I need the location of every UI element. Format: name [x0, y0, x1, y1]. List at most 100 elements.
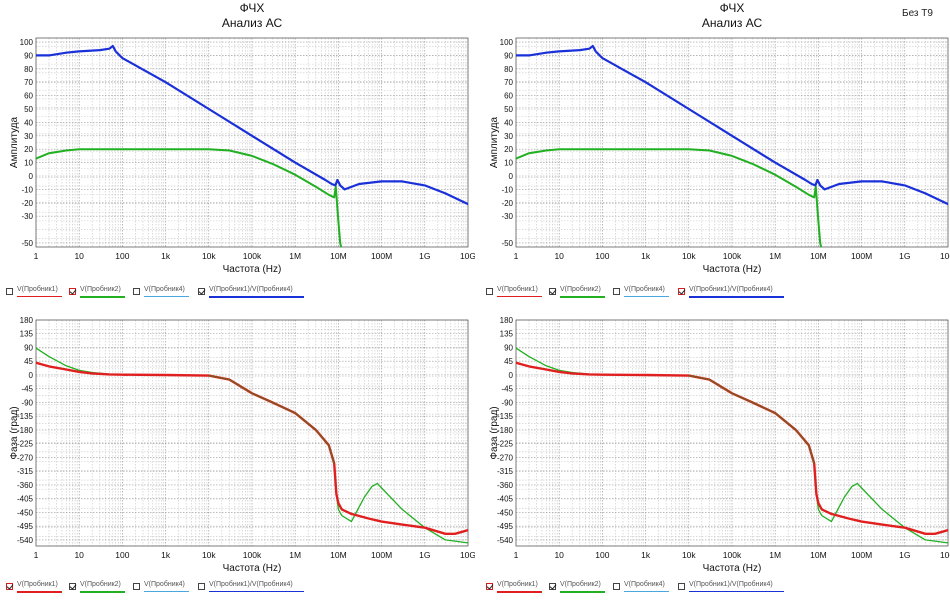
- x-tick-label: 10G: [940, 251, 950, 261]
- x-tick-label: 1G: [899, 251, 910, 261]
- legend-checkbox[interactable]: [198, 288, 205, 295]
- x-tick-label: 10M: [330, 550, 347, 560]
- series-layer: [36, 347, 468, 544]
- chart-subtitle: Анализ АС: [222, 16, 283, 30]
- x-tick-label: 100: [115, 550, 129, 560]
- legend-checkbox[interactable]: [613, 288, 620, 295]
- y-tick-label: -180: [497, 426, 514, 435]
- legend-checkbox[interactable]: [486, 288, 493, 295]
- y-tick-label: -20: [501, 199, 513, 208]
- y-tick-label: -225: [497, 440, 514, 449]
- legend-swatch: [209, 296, 304, 298]
- y-tick-label: 100: [20, 38, 34, 47]
- y-tick-label: 0: [509, 172, 514, 181]
- legend-checkbox[interactable]: [69, 288, 76, 295]
- x-tick-label: 100: [115, 251, 129, 261]
- legend-checkbox[interactable]: [198, 583, 205, 590]
- y-tick-label: 80: [504, 65, 513, 74]
- y-tick-label: -10: [21, 185, 33, 194]
- legend-swatch: [209, 591, 304, 592]
- y-tick-label: 90: [504, 51, 513, 60]
- x-tick-label: 10M: [330, 251, 347, 261]
- chart-title: ФЧХ: [720, 1, 745, 15]
- x-tick-label: 100k: [723, 251, 742, 261]
- legend-label: V(Пробник2): [80, 581, 121, 588]
- legend-label: V(Пробник4): [624, 581, 665, 588]
- legend-checkbox[interactable]: [549, 583, 556, 590]
- legend-label: V(Пробник1): [497, 286, 538, 293]
- legend-checkbox[interactable]: [133, 583, 140, 590]
- x-tick-label: 100M: [851, 550, 872, 560]
- y-tick-label: -405: [497, 495, 514, 504]
- series-line: [36, 44, 468, 206]
- phase-legend: V(Пробник1) V(Пробник2) V(Пробник4) V(Пробн…: [0, 581, 475, 595]
- legend-swatch: [144, 591, 189, 592]
- legend-swatch: [689, 296, 784, 298]
- legend-swatch: [624, 296, 669, 297]
- y-tick-label: 60: [504, 92, 513, 101]
- y-tick-label: 135: [500, 330, 514, 339]
- legend-checkbox[interactable]: [6, 288, 13, 295]
- legend-swatch: [17, 591, 62, 593]
- legend-checkbox[interactable]: [6, 583, 13, 590]
- x-tick-label: 10: [74, 251, 84, 261]
- y-tick-label: -405: [17, 495, 34, 504]
- legend-checkbox[interactable]: [678, 583, 685, 590]
- y-tick-label: 60: [24, 92, 33, 101]
- x-tick-label: 10M: [810, 550, 827, 560]
- y-tick-label: 180: [500, 316, 514, 325]
- legend-checkbox[interactable]: [549, 288, 556, 295]
- y-tick-label: 70: [504, 78, 513, 87]
- legend-swatch: [624, 591, 669, 592]
- x-tick-label: 1: [514, 251, 519, 261]
- x-tick-label: 10: [74, 550, 84, 560]
- grid: [515, 319, 949, 547]
- analysis-panel-1: ФЧХ Анализ АС 100 90 80 70 60 50 40 30 20 10 0 -10 -20…: [0, 0, 475, 600]
- legend-checkbox[interactable]: [486, 583, 493, 590]
- y-axis-label: Амплитуда: [9, 116, 20, 168]
- legend-checkbox[interactable]: [69, 583, 76, 590]
- phase-plot: 180 135 90 45 0 -45 -90 -135 -180 -225 -270 -315 -36…: [489, 316, 950, 574]
- y-tick-label: 20: [504, 145, 513, 154]
- y-tick-label: 20: [24, 145, 33, 154]
- y-tick-label: -450: [497, 508, 514, 517]
- amplitude-legend: V(Пробник1) V(Пробник2) V(Пробник4) V(Пробн…: [480, 286, 950, 300]
- legend-label: V(Пробник4): [144, 286, 185, 293]
- legend-checkbox[interactable]: [613, 583, 620, 590]
- y-tick-label: 30: [504, 132, 513, 141]
- y-tick-label: 0: [29, 371, 34, 380]
- y-tick-label: 135: [20, 330, 34, 339]
- x-tick-label: 10G: [460, 550, 475, 560]
- chart-title: ФЧХ: [240, 1, 265, 15]
- y-tick-label: 45: [504, 357, 513, 366]
- legend-swatch: [497, 591, 542, 593]
- legend-label: V(Пробник4): [144, 581, 185, 588]
- corner-label: Без T9: [902, 8, 933, 19]
- legend-label: V(Пробник1)/V(Пробник4): [689, 581, 773, 588]
- plot-frame: [35, 319, 469, 547]
- x-axis-label: Частота (Hz): [223, 264, 282, 275]
- x-tick-label: 10k: [202, 550, 216, 560]
- legend-checkbox[interactable]: [678, 288, 685, 295]
- x-tick-label: 1G: [419, 550, 430, 560]
- y-tick-label: -10: [501, 185, 513, 194]
- y-tick-label: -540: [17, 536, 34, 545]
- series-line: [688, 374, 815, 465]
- legend-label: V(Пробник1)/V(Пробник4): [209, 286, 293, 293]
- grid: [35, 37, 469, 248]
- y-axis-label: Фаза (град): [489, 406, 500, 459]
- y-tick-label: 40: [24, 118, 33, 127]
- legend-checkbox[interactable]: [133, 288, 140, 295]
- legend-swatch: [560, 296, 605, 298]
- x-tick-label: 10G: [940, 550, 950, 560]
- y-tick-label: 90: [24, 51, 33, 60]
- grid: [35, 319, 469, 547]
- y-tick-label: -270: [497, 453, 514, 462]
- x-tick-label: 1: [34, 251, 39, 261]
- x-tick-label: 1M: [289, 251, 301, 261]
- analysis-panel-2: ФЧХ Анализ АС 100 90 80 70 60 50 40 30 20 10 0 -10 -20…: [480, 0, 950, 600]
